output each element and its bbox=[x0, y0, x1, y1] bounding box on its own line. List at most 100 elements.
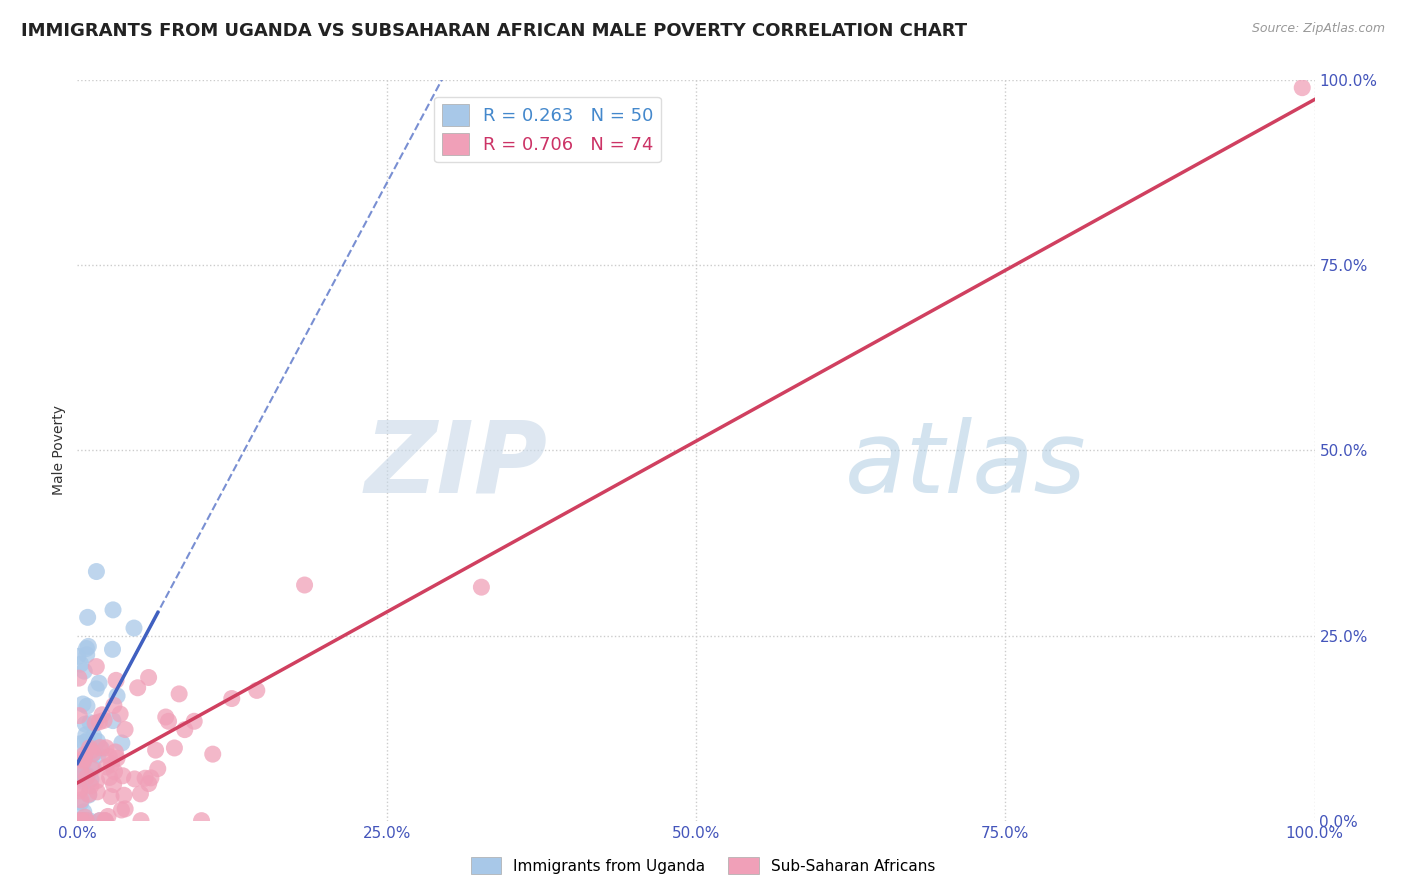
Point bbox=[73, 810, 96, 824]
Point bbox=[82, 747, 104, 761]
Point bbox=[79, 740, 101, 755]
Point bbox=[82, 761, 104, 775]
Point bbox=[103, 777, 125, 791]
Point bbox=[75, 641, 97, 656]
Point bbox=[73, 751, 96, 765]
Point bbox=[139, 771, 162, 785]
Point bbox=[73, 754, 96, 768]
Point bbox=[112, 789, 135, 803]
Point bbox=[87, 676, 110, 690]
Point bbox=[97, 809, 120, 823]
Point bbox=[69, 657, 91, 672]
Point bbox=[87, 748, 110, 763]
Point bbox=[145, 743, 167, 757]
Point bbox=[73, 774, 96, 789]
Point bbox=[80, 779, 103, 793]
Point bbox=[69, 784, 91, 798]
Point bbox=[89, 714, 111, 729]
Point bbox=[80, 772, 103, 787]
Point bbox=[89, 740, 111, 755]
Point bbox=[73, 814, 96, 828]
Point bbox=[66, 649, 89, 664]
Point bbox=[157, 714, 180, 729]
Point bbox=[76, 648, 98, 662]
Point bbox=[98, 771, 121, 785]
Point bbox=[76, 733, 98, 747]
Point bbox=[69, 814, 91, 828]
Point bbox=[83, 746, 105, 760]
Point bbox=[100, 789, 122, 804]
Point bbox=[89, 814, 111, 828]
Point bbox=[155, 710, 177, 724]
Point bbox=[86, 734, 108, 748]
Text: IMMIGRANTS FROM UGANDA VS SUBSAHARAN AFRICAN MALE POVERTY CORRELATION CHART: IMMIGRANTS FROM UGANDA VS SUBSAHARAN AFR… bbox=[21, 22, 967, 40]
Point bbox=[114, 723, 136, 737]
Point bbox=[69, 764, 91, 778]
Point bbox=[134, 771, 156, 785]
Point bbox=[72, 697, 94, 711]
Point bbox=[294, 578, 316, 592]
Point bbox=[129, 814, 152, 828]
Point bbox=[90, 741, 112, 756]
Point bbox=[70, 793, 93, 807]
Point bbox=[167, 687, 190, 701]
Point bbox=[76, 768, 98, 782]
Point bbox=[103, 764, 125, 779]
Point bbox=[96, 760, 118, 774]
Point bbox=[75, 717, 97, 731]
Point bbox=[93, 714, 115, 728]
Point bbox=[470, 580, 492, 594]
Point bbox=[127, 681, 149, 695]
Point bbox=[77, 814, 100, 828]
Point bbox=[72, 752, 94, 766]
Point bbox=[70, 814, 93, 828]
Point bbox=[73, 735, 96, 749]
Point bbox=[72, 772, 94, 786]
Point bbox=[138, 671, 160, 685]
Point bbox=[138, 776, 160, 790]
Point bbox=[146, 762, 169, 776]
Point bbox=[94, 814, 117, 828]
Point bbox=[80, 762, 103, 776]
Point bbox=[100, 757, 122, 772]
Point bbox=[98, 749, 121, 764]
Point bbox=[163, 741, 186, 756]
Point bbox=[86, 565, 108, 579]
Legend: R = 0.263   N = 50, R = 0.706   N = 74: R = 0.263 N = 50, R = 0.706 N = 74 bbox=[434, 96, 661, 162]
Point bbox=[91, 707, 114, 722]
Point bbox=[1291, 80, 1313, 95]
Point bbox=[93, 814, 115, 828]
Point bbox=[70, 758, 93, 772]
Point bbox=[76, 610, 98, 624]
Point bbox=[101, 714, 124, 728]
Point bbox=[76, 770, 98, 784]
Point bbox=[77, 787, 100, 801]
Point bbox=[75, 814, 97, 828]
Legend: Immigrants from Uganda, Sub-Saharan Africans: Immigrants from Uganda, Sub-Saharan Afri… bbox=[464, 851, 942, 880]
Text: atlas: atlas bbox=[845, 417, 1085, 514]
Point bbox=[201, 747, 224, 761]
Point bbox=[72, 814, 94, 828]
Point bbox=[103, 698, 125, 713]
Point bbox=[105, 673, 128, 688]
Point bbox=[79, 715, 101, 730]
Point bbox=[86, 773, 108, 788]
Point bbox=[190, 814, 212, 828]
Point bbox=[70, 796, 93, 810]
Point bbox=[108, 707, 131, 722]
Point bbox=[114, 802, 136, 816]
Point bbox=[69, 814, 91, 828]
Point bbox=[76, 699, 98, 714]
Point bbox=[73, 805, 96, 819]
Point bbox=[101, 642, 124, 657]
Point bbox=[67, 814, 90, 828]
Point bbox=[84, 659, 107, 673]
Point bbox=[67, 780, 90, 795]
Point bbox=[94, 814, 117, 828]
Point bbox=[67, 708, 90, 723]
Point bbox=[67, 737, 90, 751]
Point bbox=[77, 788, 100, 802]
Point bbox=[101, 603, 124, 617]
Point bbox=[129, 787, 152, 801]
Point bbox=[84, 681, 107, 696]
